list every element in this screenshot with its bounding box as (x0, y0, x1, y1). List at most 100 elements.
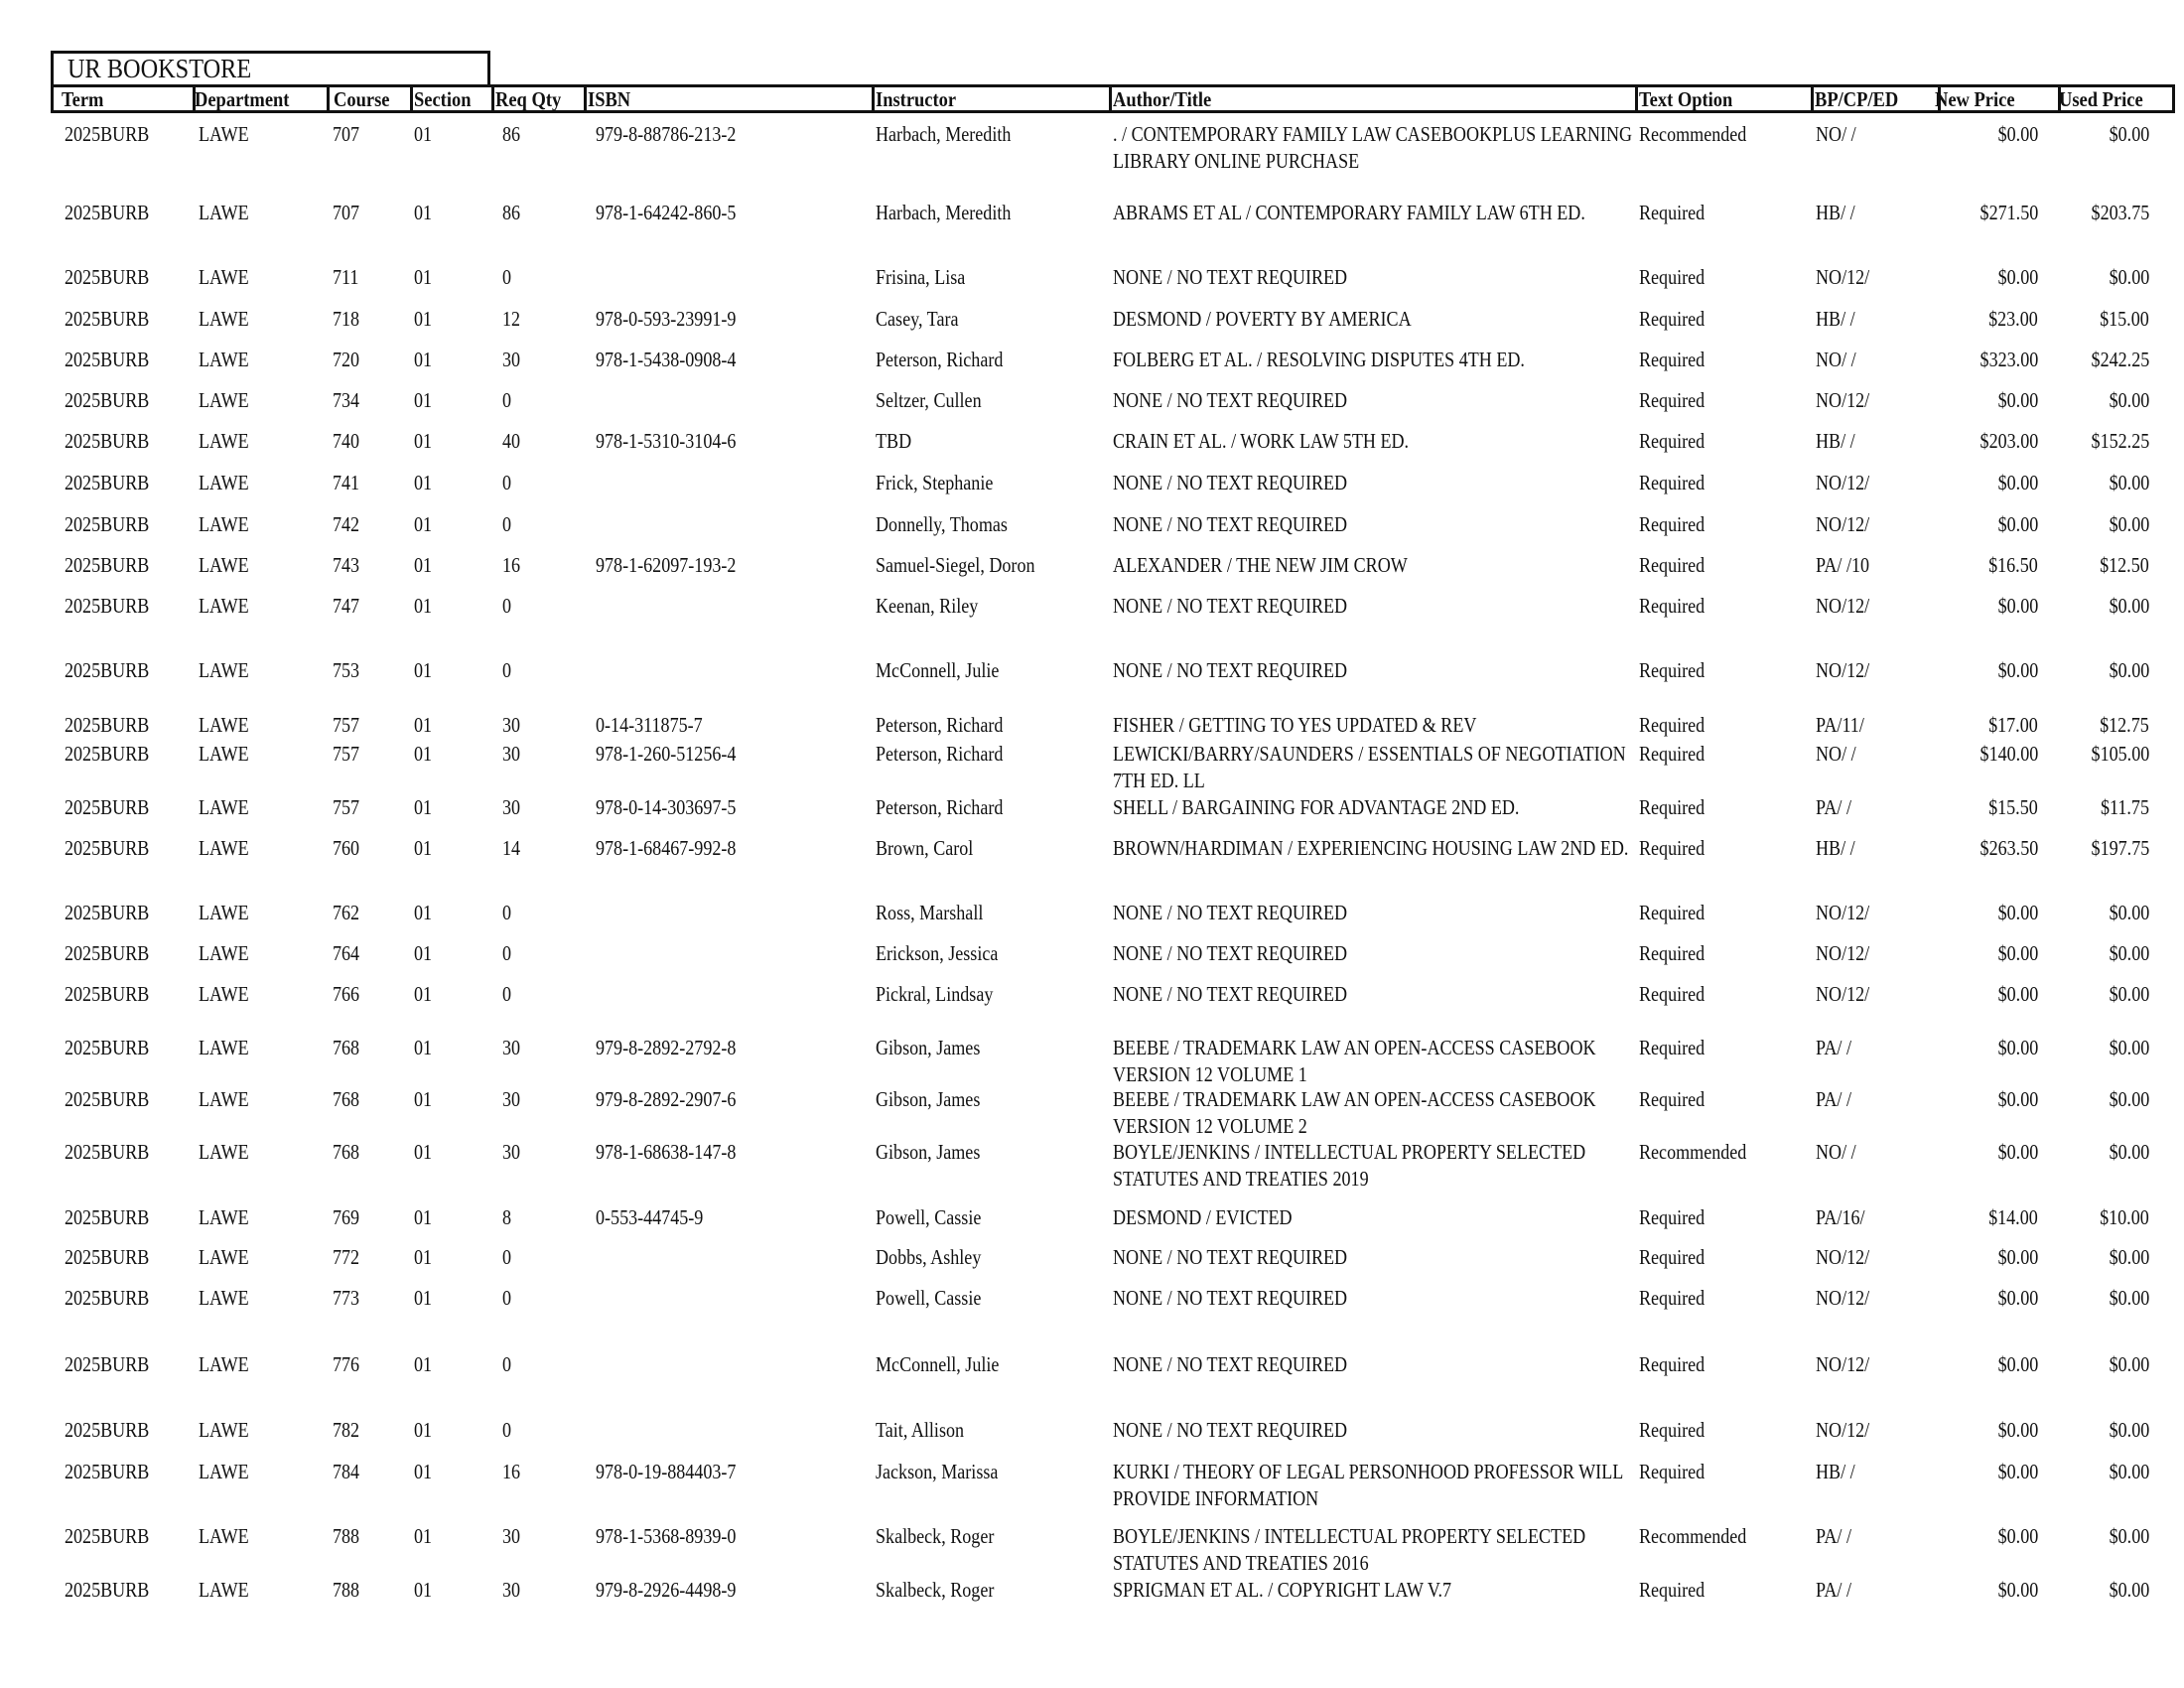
cell-dept: LAWE (199, 471, 249, 494)
cell-option: Required (1639, 1245, 1706, 1269)
cell-dept: LAWE (199, 1352, 249, 1376)
cell-option: Required (1639, 836, 1706, 860)
column-header-section: Section (414, 87, 472, 111)
cell-qty: 30 (502, 1524, 521, 1548)
cell-dept: LAWE (199, 1245, 249, 1269)
cell-author-title: BEEBE / TRADEMARK LAW AN OPEN-ACCESS CAS… (1113, 1036, 1596, 1086)
cell-used: $0.00 (2109, 1418, 2149, 1442)
cell-new: $263.50 (1979, 836, 2038, 860)
cell-course: 766 (333, 982, 360, 1006)
cell-dept: LAWE (199, 122, 249, 146)
cell-bp: NO/12/ (1816, 594, 1870, 618)
cell-bp: HB/ / (1816, 201, 1855, 224)
column-divider (872, 87, 875, 110)
cell-qty: 30 (502, 795, 521, 819)
cell-section: 01 (414, 122, 433, 146)
cell-section: 01 (414, 1352, 433, 1376)
cell-instructor: McConnell, Julie (876, 1352, 1000, 1376)
cell-used: $0.00 (2109, 1036, 2149, 1059)
cell-course: 711 (333, 265, 359, 289)
column-divider (584, 87, 587, 110)
cell-author-title: NONE / NO TEXT REQUIRED (1113, 658, 1348, 682)
cell-course: 768 (333, 1140, 360, 1164)
cell-qty: 30 (502, 1140, 521, 1164)
cell-course: 768 (333, 1036, 360, 1059)
cell-instructor: McConnell, Julie (876, 658, 1000, 682)
cell-qty: 0 (502, 512, 512, 536)
cell-used: $0.00 (2109, 594, 2149, 618)
cell-option: Required (1639, 307, 1706, 331)
cell-author-title: SHELL / BARGAINING FOR ADVANTAGE 2ND ED. (1113, 795, 1520, 819)
cell-section: 01 (414, 265, 433, 289)
cell-instructor: TBD (876, 429, 912, 453)
cell-new: $203.00 (1979, 429, 2038, 453)
cell-instructor: Peterson, Richard (876, 795, 1004, 819)
cell-qty: 0 (502, 1418, 512, 1442)
cell-bp: NO/12/ (1816, 1286, 1870, 1310)
cell-new: $0.00 (1997, 1578, 2038, 1602)
cell-dept: LAWE (199, 982, 249, 1006)
cell-qty: 0 (502, 1245, 512, 1269)
cell-author-title: FISHER / GETTING TO YES UPDATED & REV (1113, 713, 1477, 737)
cell-course: 720 (333, 348, 360, 371)
cell-new: $0.00 (1997, 1245, 2038, 1269)
cell-used: $197.75 (2091, 836, 2149, 860)
cell-option: Required (1639, 512, 1706, 536)
cell-instructor: Donnelly, Thomas (876, 512, 1008, 536)
cell-new: $23.00 (1988, 307, 2038, 331)
cell-qty: 30 (502, 1036, 521, 1059)
cell-author-title: NONE / NO TEXT REQUIRED (1113, 982, 1348, 1006)
cell-option: Required (1639, 1205, 1706, 1229)
cell-bp: HB/ / (1816, 836, 1855, 860)
cell-isbn: 978-1-68467-992-8 (596, 836, 737, 860)
cell-option: Required (1639, 1036, 1706, 1059)
report-title-box: UR BOOKSTORE (51, 51, 490, 87)
column-divider (1109, 87, 1112, 110)
cell-dept: LAWE (199, 836, 249, 860)
cell-term: 2025BURB (65, 742, 150, 766)
cell-section: 01 (414, 658, 433, 682)
cell-isbn: 978-1-5310-3104-6 (596, 429, 737, 453)
cell-isbn: 979-8-2892-2907-6 (596, 1087, 737, 1111)
cell-used: $12.75 (2100, 713, 2149, 737)
cell-course: 788 (333, 1524, 360, 1548)
cell-bp: HB/ / (1816, 307, 1855, 331)
column-divider (327, 87, 330, 110)
cell-qty: 30 (502, 1087, 521, 1111)
cell-course: 757 (333, 742, 360, 766)
cell-dept: LAWE (199, 901, 249, 924)
column-header-course: Course (334, 87, 390, 111)
report-title: UR BOOKSTORE (68, 54, 252, 83)
cell-section: 01 (414, 594, 433, 618)
column-header-term: Term (62, 87, 104, 111)
cell-option: Required (1639, 1418, 1706, 1442)
cell-term: 2025BURB (65, 1524, 150, 1548)
cell-dept: LAWE (199, 1418, 249, 1442)
cell-author-title: KURKI / THEORY OF LEGAL PERSONHOOD PROFE… (1113, 1460, 1623, 1510)
cell-new: $140.00 (1979, 742, 2038, 766)
column-divider (1811, 87, 1814, 110)
column-header-req-qty: Req Qty (495, 87, 562, 111)
cell-instructor: Dobbs, Ashley (876, 1245, 982, 1269)
cell-section: 01 (414, 1205, 433, 1229)
cell-course: 768 (333, 1087, 360, 1111)
cell-course: 707 (333, 122, 360, 146)
cell-option: Required (1639, 1087, 1706, 1111)
cell-used: $0.00 (2109, 512, 2149, 536)
cell-instructor: Skalbeck, Roger (876, 1524, 995, 1548)
cell-course: 757 (333, 795, 360, 819)
cell-option: Required (1639, 201, 1706, 224)
cell-section: 01 (414, 713, 433, 737)
cell-term: 2025BURB (65, 1352, 150, 1376)
cell-term: 2025BURB (65, 795, 150, 819)
cell-author-title: . / CONTEMPORARY FAMILY LAW CASEBOOKPLUS… (1113, 122, 1633, 173)
cell-qty: 30 (502, 713, 521, 737)
cell-section: 01 (414, 742, 433, 766)
cell-bp: NO/ / (1816, 348, 1856, 371)
cell-section: 01 (414, 1524, 433, 1548)
cell-new: $0.00 (1997, 982, 2038, 1006)
cell-isbn: 978-1-62097-193-2 (596, 553, 737, 577)
cell-qty: 16 (502, 553, 521, 577)
cell-isbn: 979-8-2926-4498-9 (596, 1578, 737, 1602)
column-header-text-option: Text Option (1639, 87, 1733, 111)
